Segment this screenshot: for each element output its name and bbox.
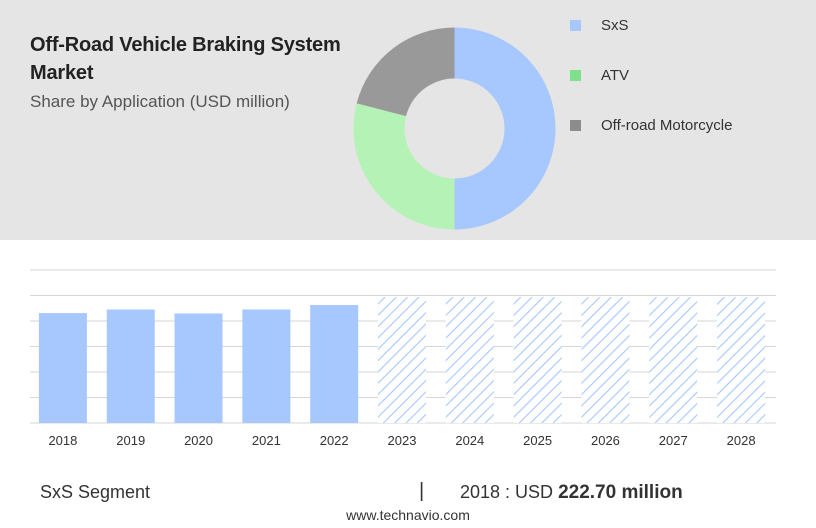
- chart-title: Off-Road Vehicle Braking System Market: [30, 34, 341, 84]
- bar-2022[interactable]: [310, 305, 359, 423]
- legend-swatch-sxs: [570, 19, 581, 31]
- bar-2027[interactable]: [649, 297, 698, 423]
- chart-subtitle: Share by Application (USD million): [30, 92, 290, 111]
- x-tick-label: 2019: [116, 433, 145, 448]
- legend-swatch-off-road-motorcycle: [570, 119, 581, 131]
- x-tick-label: 2021: [252, 433, 281, 448]
- footer-separator: |: [419, 480, 425, 502]
- x-tick-label: 2022: [320, 433, 349, 448]
- x-tick-label: 2028: [727, 433, 756, 448]
- bar-2028[interactable]: [717, 297, 766, 423]
- source-link[interactable]: www.technavio.com: [346, 507, 470, 523]
- x-tick-label: 2018: [48, 433, 77, 448]
- x-tick-label: 2027: [659, 433, 688, 448]
- legend-swatch-atv: [570, 69, 581, 81]
- donut-slice-off-road-motorcycle[interactable]: [356, 27, 455, 117]
- legend-label-off-road-motorcycle: Off-road Motorcycle: [601, 116, 733, 134]
- segment-value-readout: 2018 : USD 222.70 million: [460, 482, 683, 504]
- bar-2020[interactable]: [174, 313, 223, 423]
- bar-2019[interactable]: [106, 309, 155, 423]
- donut-chart: [353, 27, 556, 230]
- legend-item-atv[interactable]: ATV: [568, 63, 732, 87]
- legend-label-atv: ATV: [601, 66, 630, 84]
- bar-chart: 2018 2019 2020 2021 2022 2023 2024 2025 2026 2027…: [30, 269, 776, 448]
- bar-2026[interactable]: [581, 297, 630, 423]
- segment-value: 222.70 million: [558, 482, 683, 503]
- legend-item-sxs[interactable]: SxS: [568, 13, 732, 37]
- bar-2021[interactable]: [242, 309, 291, 423]
- x-tick-label: 2026: [591, 433, 620, 448]
- donut-slice-atv[interactable]: [353, 103, 455, 230]
- donut-slice-sxs[interactable]: [454, 27, 556, 230]
- bar-2023[interactable]: [378, 297, 426, 423]
- x-tick-label: 2020: [184, 433, 213, 448]
- legend-label-sxs: SxS: [601, 16, 629, 34]
- segment-year-prefix: 2018 : USD: [460, 482, 554, 502]
- x-tick-label: 2024: [455, 433, 484, 448]
- bar-2024[interactable]: [445, 297, 494, 423]
- x-tick-label: 2025: [523, 433, 552, 448]
- segment-label: SxS Segment: [40, 482, 151, 502]
- legend-item-off-road-motorcycle[interactable]: Off-road Motorcycle: [568, 113, 732, 137]
- bar-2025[interactable]: [513, 297, 562, 423]
- bar-2018[interactable]: [38, 313, 87, 423]
- x-tick-label: 2023: [388, 433, 417, 448]
- legend: SxS ATV Off-road Motorcycle: [568, 13, 732, 163]
